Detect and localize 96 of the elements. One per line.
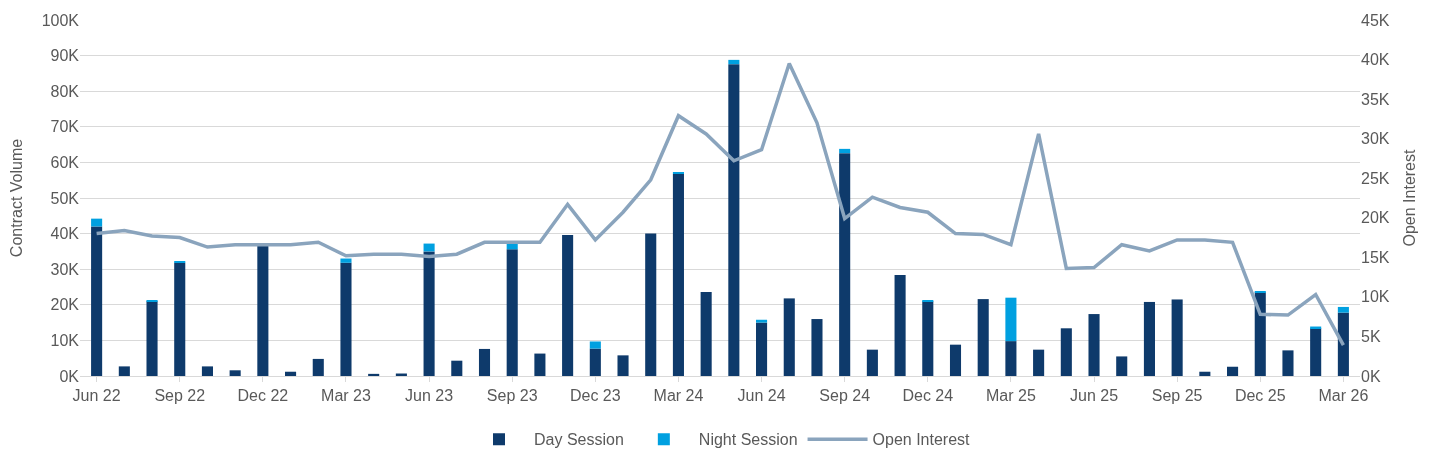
bar	[91, 226, 103, 376]
x-tick-label: Dec 24	[902, 387, 954, 405]
bar	[506, 243, 518, 250]
x-tick-label: Mar 26	[1318, 387, 1369, 405]
y-tick-label: 30K	[50, 260, 80, 278]
bar	[811, 319, 823, 376]
y-tick-label: 40K	[50, 225, 80, 243]
bar	[700, 291, 712, 376]
bar	[1227, 366, 1239, 376]
bar	[312, 358, 324, 376]
y2-tick-label: 40K	[1361, 51, 1390, 69]
bar	[1282, 350, 1294, 376]
bar	[839, 153, 851, 376]
bar	[368, 373, 380, 376]
y2-axis-title: Open Interest	[1401, 148, 1419, 247]
bar	[1116, 356, 1128, 376]
x-tick-label: Sep 25	[1151, 387, 1203, 405]
bar	[340, 258, 352, 263]
x-tick-label: Dec 23	[569, 387, 621, 405]
bar	[1310, 328, 1322, 376]
x-tick-label: Mar 25	[986, 387, 1036, 405]
x-tick-label: Sep 22	[154, 387, 206, 405]
bar	[645, 233, 657, 376]
bar	[589, 348, 601, 376]
bar	[146, 301, 158, 376]
bar	[1060, 328, 1072, 376]
legend-label: Night Session	[698, 431, 798, 449]
bar	[783, 298, 795, 376]
x-tick-label: Dec 22	[237, 387, 289, 405]
y-tick-label: 100K	[41, 11, 80, 29]
y2-tick-label: 0K	[1361, 367, 1381, 385]
bar	[839, 148, 851, 154]
bar	[118, 366, 130, 376]
bar	[1199, 371, 1211, 376]
y-tick-label: 80K	[50, 82, 80, 100]
bar	[423, 251, 435, 376]
bar	[1005, 341, 1017, 376]
bar	[257, 244, 269, 376]
y-axis-title: Contract Volume	[7, 138, 25, 258]
bar	[201, 366, 213, 376]
bar	[589, 341, 601, 349]
x-tick-label: Sep 23	[486, 387, 538, 405]
y-tick-label: 90K	[50, 47, 80, 65]
y2-tick-label: 35K	[1361, 90, 1390, 108]
x-tick-label: Jun 23	[405, 387, 454, 405]
bar	[562, 235, 574, 376]
y-tick-label: 10K	[50, 332, 80, 349]
bar	[1005, 297, 1017, 342]
bar	[506, 249, 518, 376]
bar	[1033, 349, 1045, 376]
y2-tick-label: 20K	[1361, 209, 1390, 227]
legend-label: Day Session	[534, 431, 624, 449]
bar	[617, 355, 629, 376]
x-tick-label: Jun 24	[737, 387, 786, 405]
bar	[728, 59, 740, 65]
x-tick-label: Sep 24	[819, 387, 871, 405]
y-tick-label: 0K	[59, 367, 80, 385]
bar	[866, 349, 878, 376]
bar	[949, 344, 962, 376]
line-series	[94, 61, 1346, 347]
bar	[534, 353, 546, 376]
bar	[1254, 292, 1266, 376]
x-tick-label: Jun 25	[1070, 387, 1119, 405]
y-tick-label: 20K	[50, 296, 80, 314]
bar	[451, 360, 463, 376]
y-tick-label: 50K	[50, 189, 80, 207]
y2-tick-label: 15K	[1361, 248, 1390, 266]
bar	[977, 299, 989, 376]
bar	[174, 262, 186, 376]
bar	[922, 301, 934, 376]
y2-tick-label: 5K	[1361, 328, 1381, 346]
y2-tick-label: 45K	[1361, 11, 1390, 29]
bar	[1088, 314, 1100, 376]
y-tick-label: 60K	[50, 154, 80, 171]
bar	[1337, 312, 1349, 376]
legend-label: Open Interest	[872, 431, 971, 449]
x-tick-label: Mar 23	[321, 387, 371, 405]
bar	[285, 371, 297, 376]
bar	[478, 348, 491, 376]
bar	[672, 173, 684, 376]
bar	[1171, 299, 1183, 376]
bar	[756, 322, 768, 376]
y2-tick-label: 25K	[1361, 169, 1390, 187]
y-tick-label: 70K	[50, 118, 80, 136]
y2-tick-label: 10K	[1361, 288, 1390, 306]
y2-tick-label: 30K	[1361, 130, 1390, 148]
bar	[728, 64, 740, 376]
bar	[340, 262, 352, 376]
bar	[229, 370, 241, 376]
x-tick-label: Jun 22	[72, 387, 121, 405]
bar	[894, 274, 906, 376]
bar	[1337, 306, 1349, 313]
bar	[756, 319, 768, 323]
bar	[1143, 301, 1155, 376]
x-tick-label: Dec 25	[1234, 387, 1286, 405]
x-tick-label: Mar 24	[653, 387, 704, 405]
